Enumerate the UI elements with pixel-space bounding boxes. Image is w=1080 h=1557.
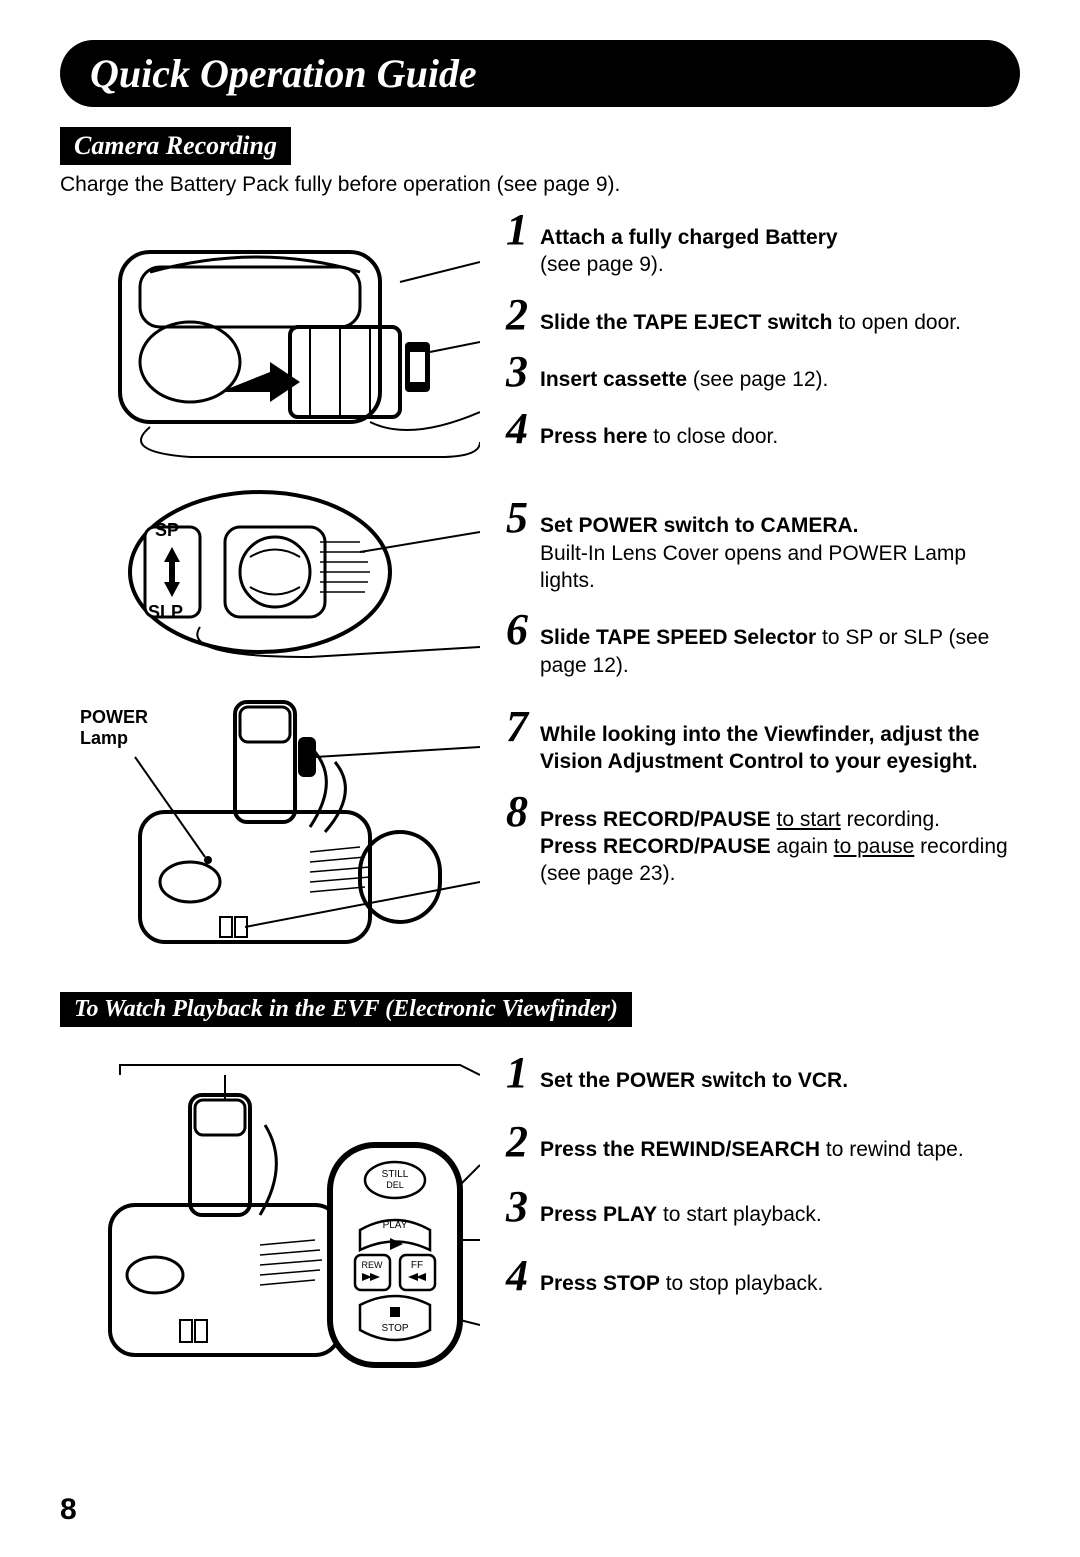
section1-illustrations: SP SLP POWER Lamp (60, 212, 480, 982)
power-lamp-label: POWER Lamp (80, 707, 148, 749)
step-number: 3 (500, 1189, 534, 1224)
step-3: 3 Insert cassette (see page 12). (500, 354, 1020, 393)
camera-top-illustration (60, 212, 480, 462)
stop-label: STOP (381, 1323, 408, 1334)
section1-heading: Camera Recording (60, 127, 291, 165)
step-number: 8 (500, 794, 534, 829)
step-sub: Built-In Lens Cover opens and POWER Lamp… (540, 542, 966, 592)
play-label: PLAY (383, 1220, 408, 1231)
section2-steps: 1 Set the POWER switch to VCR. 2 Press t… (500, 1055, 1020, 1315)
step-bold: Press here (540, 425, 647, 448)
step-number: 2 (500, 297, 534, 332)
step-1: 1 Attach a fully charged Battery (see pag… (500, 212, 1020, 279)
step-bold: Press RECORD/PAUSE (540, 808, 771, 831)
still-label: STILL (382, 1169, 409, 1180)
section1-steps: 1 Attach a fully charged Battery (see pag… (500, 212, 1020, 905)
step-bold: Press PLAY (540, 1203, 657, 1226)
pb-step-3: 3 Press PLAY to start playback. (500, 1189, 1020, 1228)
step-bold: While looking into the Viewfinder, adjus… (540, 723, 979, 773)
step-bold: Insert cassette (540, 368, 687, 391)
step-sub: again (771, 835, 834, 858)
page-number: 8 (60, 1493, 77, 1527)
camera-playback-illustration: STILL DEL PLAY REW FF STOP (60, 1055, 480, 1395)
step-sub: (see page 9). (540, 253, 664, 276)
step-bold: Press the REWIND/SEARCH (540, 1138, 820, 1161)
step-number: 5 (500, 500, 534, 535)
step-4: 4 Press here to close door. (500, 411, 1020, 450)
step-sub: recording. (841, 808, 940, 831)
step-8: 8 Press RECORD/PAUSE to start recording.… (500, 794, 1020, 888)
step-ul: to pause (834, 835, 915, 858)
step-2: 2 Slide the TAPE EJECT switch to open do… (500, 297, 1020, 336)
step-number: 4 (500, 1258, 534, 1293)
step-number: 1 (500, 1055, 534, 1090)
step-sub: to rewind tape. (820, 1138, 964, 1161)
step-sub: (see page 12). (687, 368, 828, 391)
step-sub: to start playback. (657, 1203, 822, 1226)
step-number: 6 (500, 612, 534, 647)
step-number: 4 (500, 411, 534, 446)
ff-label: FF (411, 1260, 423, 1271)
step-5: 5 Set POWER switch to CAMERA. Built-In Le… (500, 500, 1020, 594)
step-number: 1 (500, 212, 534, 247)
step-bold: Set POWER switch to CAMERA. (540, 514, 859, 537)
pb-step-2: 2 Press the REWIND/SEARCH to rewind tape… (500, 1124, 1020, 1163)
step-sub: to close door. (647, 425, 778, 448)
sp-label: SP (155, 520, 179, 541)
step-number: 2 (500, 1124, 534, 1159)
step-ul: to start (777, 808, 841, 831)
step-bold: Press RECORD/PAUSE (540, 835, 771, 858)
section-playback: To Watch Playback in the EVF (Electronic… (60, 992, 1020, 1395)
section1-note: Charge the Battery Pack fully before ope… (60, 173, 1020, 197)
section2-illustration: STILL DEL PLAY REW FF STOP (60, 1055, 480, 1395)
step-bold: Slide the TAPE EJECT switch (540, 311, 833, 334)
svg-text:DEL: DEL (386, 1180, 404, 1190)
step-7: 7 While looking into the Viewfinder, adj… (500, 709, 1020, 776)
section-camera-recording: Camera Recording Charge the Battery Pack… (60, 127, 1020, 982)
step-6: 6 Slide TAPE SPEED Selector to SP or SLP… (500, 612, 1020, 679)
step-number: 3 (500, 354, 534, 389)
step-sub: to stop playback. (660, 1272, 823, 1295)
step-sub: to open door. (833, 311, 961, 334)
step-number: 7 (500, 709, 534, 744)
pb-step-1: 1 Set the POWER switch to VCR. (500, 1055, 1020, 1094)
step-bold: Slide TAPE SPEED Selector (540, 626, 816, 649)
step-bold: Press STOP (540, 1272, 660, 1295)
section2-heading: To Watch Playback in the EVF (Electronic… (60, 992, 632, 1027)
rew-label: REW (362, 1260, 384, 1270)
step-bold: Set the POWER switch to VCR. (540, 1069, 848, 1092)
camera-speed-illustration (60, 472, 480, 662)
pb-step-4: 4 Press STOP to stop playback. (500, 1258, 1020, 1297)
step-bold: Attach a fully charged Battery (540, 226, 838, 249)
page-title: Quick Operation Guide (60, 40, 1020, 107)
slp-label: SLP (148, 602, 183, 623)
